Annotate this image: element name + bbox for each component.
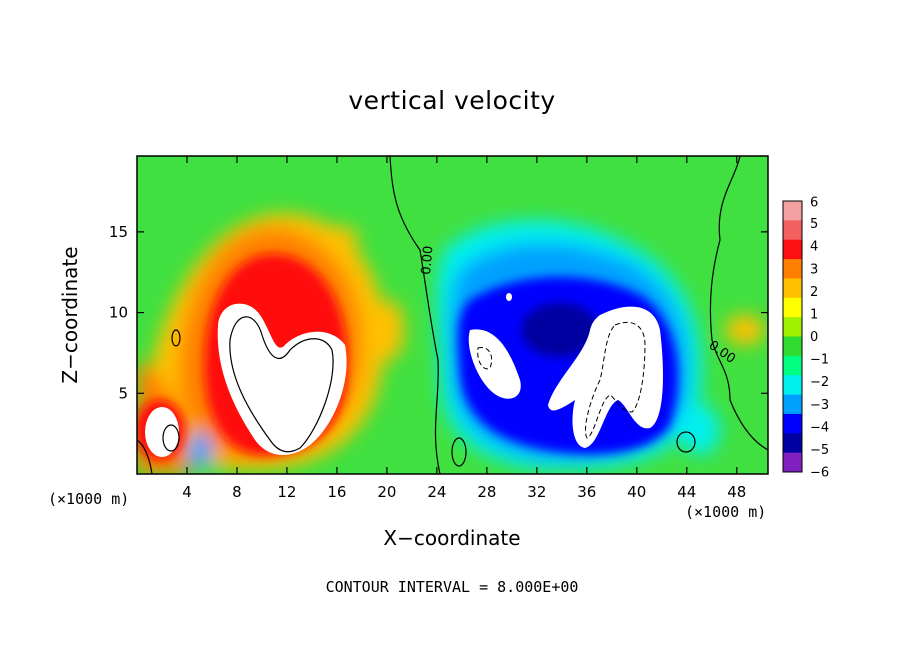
contour-lines [137,156,768,474]
updraft-core-small [145,407,179,457]
colorbar-tick-label: 3 [810,262,818,277]
colorbar-tick-label: −6 [810,466,829,481]
x-tick-label: 12 [277,483,296,501]
x-tick-label: 24 [427,483,446,501]
colorbar-swatch [783,239,802,260]
colorbar-tick-label: 2 [810,285,818,300]
colorbar-swatch [783,297,802,318]
x-tick-label: 4 [182,483,192,501]
colorbar-swatch [783,452,802,473]
contour-updraft-core [229,316,334,453]
contour-dashed-core [585,321,646,439]
contour-small-bottom [451,437,467,467]
positive-blob-right [376,300,404,360]
colorbar-swatch [783,317,802,337]
contour-label-left: 0.00 [419,245,436,275]
y-tick-label: 15 [109,223,128,241]
colorbar-swatch [783,220,802,241]
x-tick-label: 48 [727,483,746,501]
white-patch-downdraft-left [468,329,521,399]
colorbar-tick-label: −1 [810,353,829,368]
colorbar-swatch [783,278,802,299]
x-tick-label: 20 [377,483,396,501]
positive-blob-far-right [725,315,765,345]
field-core-layer [145,293,663,457]
y-tick-label: 5 [118,384,128,402]
x-tick-label: 40 [627,483,646,501]
updraft-core-left [217,303,347,456]
colorbar-tick-label: 0 [810,330,818,345]
x-tick-label: 32 [527,483,546,501]
plot-frame [136,155,769,475]
colorbar-tick-label: 5 [810,217,818,232]
x-tick-label: 28 [477,483,496,501]
colorbar: 6 5 4 3 2 1 0 −1 −2 −3 −4 −5 −6 [782,196,829,481]
colorbar-swatch [783,413,802,434]
contour-interval-note: CONTOUR INTERVAL = 8.000E+00 [325,578,579,596]
contour-small-loop [171,329,181,347]
x-tick-label: 16 [327,483,346,501]
x-units-left: (×1000 m) [48,490,130,508]
chart-title: vertical velocity [348,86,556,115]
negative-blob-right [680,405,720,455]
positive-blob-top [322,226,358,254]
colorbar-swatch [783,394,802,415]
x-units-right: (×1000 m) [685,503,767,521]
contour-zero-left [389,156,441,474]
negative-blob-left [188,432,212,468]
colorbar-swatch [783,336,802,357]
x-tick-label: 44 [677,483,696,501]
white-dot [506,293,512,301]
contour-zero-right [709,156,768,451]
x-axis-label: X−coordinate [383,526,521,550]
colorbar-swatch [783,355,802,376]
plot-area: 0.000.00 [137,156,768,474]
colorbar-tick-label: −2 [810,375,829,390]
y-tick-label: 10 [109,304,128,322]
colorbar-tick-label: 1 [810,307,818,322]
contour-small-core [162,424,180,452]
colorbar-tick-label: 6 [810,196,818,211]
colorbar-tick-label: −5 [810,443,829,458]
contour-labels: 0.000.00 [419,245,738,367]
colorbar-tick-label: −4 [810,420,829,435]
colorbar-frame [782,200,803,473]
colorbar-swatch [783,259,802,279]
strong-downdraft-core [520,302,600,358]
colorbar-swatch [783,433,802,454]
x-tick-label: 36 [577,483,596,501]
y-axis-label: Z−coordinate [58,246,82,384]
updraft-core-in-downdraft [548,306,663,448]
colorbar-swatch [783,201,802,221]
x-tick-label: 8 [232,483,242,501]
contour-zero-edge [137,439,153,474]
contour-small-right [676,431,696,453]
colorbar-tick-label: 4 [810,240,818,255]
colorbar-swatch [783,375,802,396]
colorbar-tick-label: −3 [810,398,829,413]
contour-dashed-lines [477,321,646,439]
